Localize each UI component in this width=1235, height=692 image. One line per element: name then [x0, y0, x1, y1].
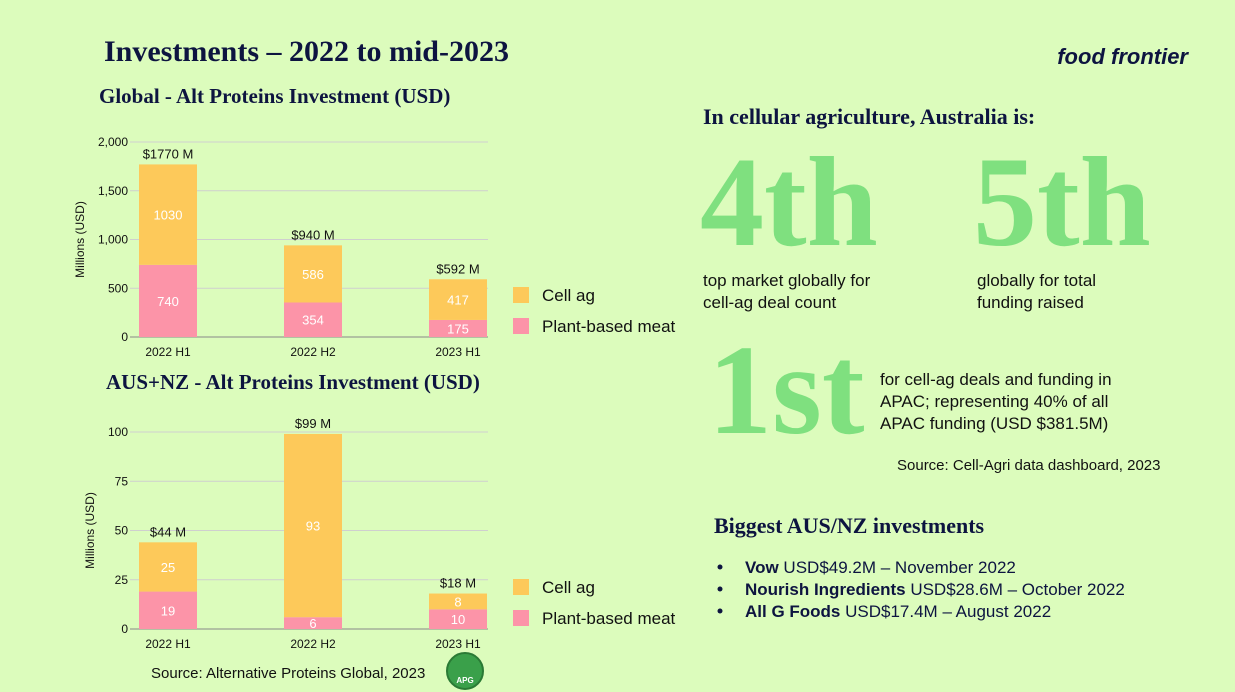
bar-segment: [284, 433, 342, 618]
bar-value-label: 417: [447, 293, 469, 308]
bar-value-label: 19: [161, 603, 175, 618]
bar-value-label: 740: [157, 294, 179, 309]
x-tick-label: 2022 H2: [290, 637, 336, 651]
slide-title: Investments – 2022 to mid-2023: [104, 35, 509, 68]
rank: 4th: [700, 131, 878, 273]
bar-value-label: 175: [447, 321, 469, 336]
stat-text: cell-ag deal count: [703, 293, 837, 312]
investment-name: All G Foods: [745, 602, 840, 621]
investment: Nourish Ingredients USD$28.6M – October …: [745, 580, 1125, 599]
total-label: $18 M: [440, 576, 476, 591]
legend-swatch: [513, 610, 529, 626]
bar-value-label: 1030: [154, 208, 183, 223]
total-label: $940 M: [291, 227, 334, 242]
x-tick-label: 2023 H1: [435, 345, 481, 359]
chart-title: Global - Alt Proteins Investment (USD): [99, 84, 450, 108]
investments-heading: Biggest AUS/NZ investments: [714, 513, 985, 538]
rank: 1st: [708, 319, 865, 461]
total-label: $592 M: [436, 261, 479, 276]
y-tick-label: 1,500: [98, 184, 128, 198]
bar-segment: [284, 617, 342, 629]
investment-list: Vow USD$49.2M – November 2022 Nourish In…: [717, 558, 1125, 621]
bar-value-label: 8: [454, 594, 461, 609]
legend-swatch: [513, 579, 529, 595]
rank: 5th: [973, 131, 1151, 273]
bar-segment: [429, 609, 487, 629]
investment: Vow USD$49.2M – November 2022: [745, 558, 1016, 577]
y-tick-label: 25: [115, 573, 129, 587]
stat-text: funding raised: [977, 293, 1084, 312]
bar-value-label: 93: [306, 519, 320, 534]
stat-text: top market globally for: [703, 271, 871, 290]
legend-swatch: [513, 287, 529, 303]
y-tick-label: 0: [121, 622, 128, 636]
x-tick-label: 2023 H1: [435, 637, 481, 651]
apg-logo: APG: [456, 676, 473, 685]
bullet: [717, 564, 723, 570]
investment-detail: USD$49.2M – November 2022: [783, 558, 1015, 577]
legend-label: Cell ag: [542, 286, 595, 305]
logo: food frontier: [1057, 44, 1189, 69]
total-label: $44 M: [150, 524, 186, 539]
chart-title: AUS+NZ - Alt Proteins Investment (USD): [106, 370, 480, 394]
bar-segment: [429, 279, 487, 320]
bar-value-label: 354: [302, 313, 324, 328]
apg-logo-circle: [446, 652, 484, 690]
bar-segment: [284, 245, 342, 303]
total-label: $99 M: [295, 416, 331, 431]
bar-segment: [139, 164, 197, 265]
bar-value-label: 586: [302, 267, 324, 282]
y-tick-label: 50: [115, 524, 129, 538]
stats-heading: In cellular agriculture, Australia is:: [703, 104, 1035, 129]
bar-value-label: 10: [451, 612, 465, 627]
bar-segment: [139, 542, 197, 592]
y-tick-label: 1,000: [98, 233, 128, 247]
bar-segment: [139, 264, 197, 337]
legend-label: Cell ag: [542, 578, 595, 597]
bar-segment: [429, 319, 487, 337]
stat-text: APAC; representing 40% of all: [880, 392, 1108, 411]
stat-text: for cell-ag deals and funding in: [880, 370, 1112, 389]
legend-label: Plant-based meat: [542, 317, 676, 336]
x-tick-label: 2022 H1: [145, 637, 191, 651]
bar-value-label: 6: [309, 616, 316, 631]
bar-value-label: 25: [161, 560, 175, 575]
x-tick-label: 2022 H2: [290, 345, 336, 359]
investment-detail: USD$28.6M – October 2022: [910, 580, 1125, 599]
y-tick-label: 75: [115, 474, 129, 488]
investment: All G Foods USD$17.4M – August 2022: [745, 602, 1051, 621]
total-label: $1770 M: [143, 146, 194, 161]
investment-detail: USD$17.4M – August 2022: [845, 602, 1051, 621]
bar-segment: [429, 593, 487, 610]
bar-segment: [139, 591, 197, 629]
legend-swatch: [513, 318, 529, 334]
y-tick-label: 2,000: [98, 135, 128, 149]
investment-name: Vow: [745, 558, 779, 577]
y-axis-label: Millions (USD): [83, 492, 97, 569]
investment-name: Nourish Ingredients: [745, 580, 906, 599]
y-tick-label: 0: [121, 330, 128, 344]
bullet: [717, 608, 723, 614]
chart-source: Source: Alternative Proteins Global, 202…: [151, 665, 425, 682]
stat-text: globally for total: [977, 271, 1096, 290]
stats-source: Source: Cell-Agri data dashboard, 2023: [897, 457, 1161, 474]
x-tick-label: 2022 H1: [145, 345, 191, 359]
bullet: [717, 586, 723, 592]
stat-text: APAC funding (USD $381.5M): [880, 414, 1108, 433]
y-tick-label: 500: [108, 281, 128, 295]
legend-label: Plant-based meat: [542, 609, 676, 628]
bar-segment: [284, 302, 342, 337]
y-tick-label: 100: [108, 425, 128, 439]
y-axis-label: Millions (USD): [73, 201, 87, 278]
